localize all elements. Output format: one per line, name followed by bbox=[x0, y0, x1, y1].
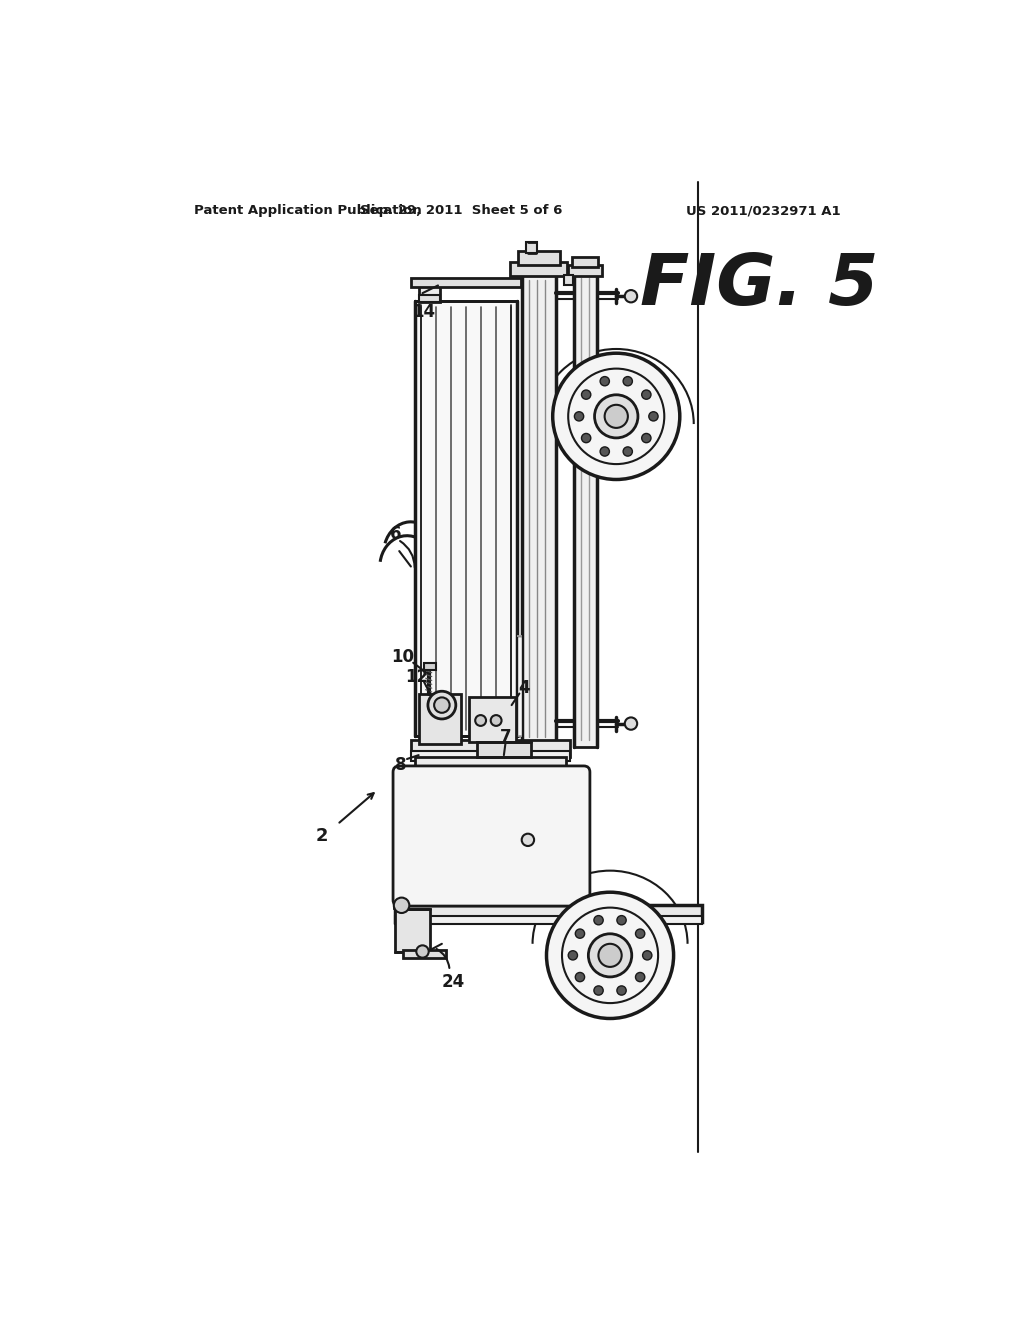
Circle shape bbox=[575, 973, 585, 982]
FancyBboxPatch shape bbox=[393, 766, 590, 906]
Circle shape bbox=[589, 933, 632, 977]
Circle shape bbox=[490, 715, 502, 726]
Text: 7: 7 bbox=[500, 729, 511, 746]
Circle shape bbox=[616, 916, 627, 925]
Bar bbox=[403, 776, 579, 895]
Bar bbox=[517, 636, 521, 737]
Text: Sep. 29, 2011  Sheet 5 of 6: Sep. 29, 2011 Sheet 5 of 6 bbox=[360, 205, 562, 218]
Text: 10: 10 bbox=[391, 648, 415, 665]
Bar bbox=[510, 263, 567, 276]
Bar bbox=[512, 785, 586, 886]
Circle shape bbox=[394, 898, 410, 913]
Bar bbox=[521, 275, 556, 743]
Text: Patent Application Publication: Patent Application Publication bbox=[194, 205, 422, 218]
Bar bbox=[563, 276, 572, 285]
Bar bbox=[587, 946, 611, 954]
Circle shape bbox=[475, 715, 486, 726]
Circle shape bbox=[636, 973, 645, 982]
Bar bbox=[395, 906, 701, 923]
Circle shape bbox=[594, 986, 603, 995]
Circle shape bbox=[600, 447, 609, 457]
Bar bbox=[424, 663, 436, 671]
Bar bbox=[411, 751, 569, 760]
Circle shape bbox=[521, 834, 535, 846]
Bar bbox=[572, 257, 598, 267]
Bar bbox=[411, 277, 521, 286]
Bar bbox=[415, 756, 566, 784]
Circle shape bbox=[582, 433, 591, 442]
Bar bbox=[419, 285, 440, 302]
Circle shape bbox=[574, 412, 584, 421]
Text: 14: 14 bbox=[413, 304, 435, 321]
Text: 6: 6 bbox=[389, 525, 401, 543]
Circle shape bbox=[616, 986, 627, 995]
Text: US 2011/0232971 A1: US 2011/0232971 A1 bbox=[686, 205, 841, 218]
Circle shape bbox=[553, 354, 680, 479]
Circle shape bbox=[575, 929, 585, 939]
Circle shape bbox=[636, 929, 645, 939]
Bar bbox=[420, 792, 508, 873]
Bar bbox=[525, 242, 538, 253]
Circle shape bbox=[600, 376, 609, 385]
Circle shape bbox=[594, 916, 603, 925]
Bar bbox=[395, 916, 701, 924]
Circle shape bbox=[623, 447, 633, 457]
Circle shape bbox=[547, 892, 674, 1019]
Bar bbox=[586, 906, 612, 948]
Text: 2: 2 bbox=[315, 828, 328, 845]
Circle shape bbox=[623, 376, 633, 385]
Text: 4: 4 bbox=[518, 680, 529, 697]
Bar bbox=[568, 264, 602, 276]
Circle shape bbox=[625, 290, 637, 302]
Bar bbox=[397, 771, 586, 902]
Bar bbox=[419, 693, 461, 743]
Bar bbox=[414, 785, 514, 878]
Circle shape bbox=[598, 944, 622, 966]
Bar bbox=[419, 294, 440, 302]
Bar bbox=[477, 742, 531, 758]
Circle shape bbox=[643, 950, 652, 960]
Bar bbox=[395, 909, 430, 952]
Bar bbox=[415, 301, 517, 737]
Bar bbox=[411, 739, 569, 756]
Circle shape bbox=[625, 718, 637, 730]
Circle shape bbox=[593, 942, 604, 953]
Circle shape bbox=[417, 945, 429, 958]
Circle shape bbox=[642, 389, 651, 399]
Circle shape bbox=[595, 395, 638, 438]
Circle shape bbox=[649, 412, 658, 421]
Circle shape bbox=[642, 433, 651, 442]
Bar bbox=[403, 950, 445, 958]
Circle shape bbox=[582, 389, 591, 399]
Circle shape bbox=[434, 697, 450, 713]
Bar bbox=[469, 697, 515, 742]
Circle shape bbox=[568, 950, 578, 960]
Text: 12: 12 bbox=[404, 668, 428, 685]
Text: FIG. 5: FIG. 5 bbox=[640, 251, 878, 319]
Bar bbox=[518, 251, 560, 264]
Text: 24: 24 bbox=[442, 973, 465, 991]
Circle shape bbox=[428, 692, 456, 719]
Text: 8: 8 bbox=[395, 756, 407, 774]
Circle shape bbox=[604, 405, 628, 428]
Bar bbox=[394, 886, 417, 908]
Bar bbox=[573, 271, 597, 747]
